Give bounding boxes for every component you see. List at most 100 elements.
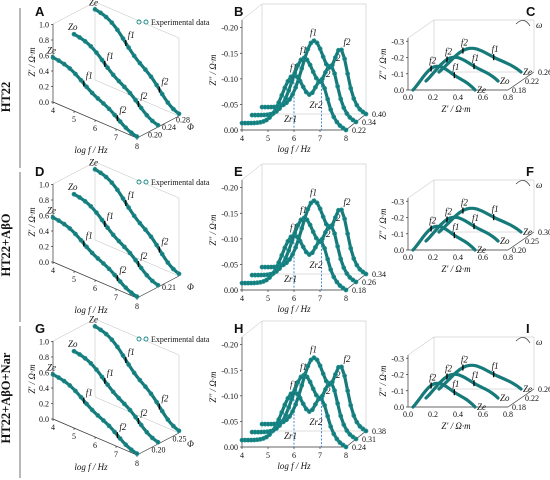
data-point [293, 85, 298, 90]
data-point [88, 43, 94, 49]
data-point [56, 58, 61, 63]
y-tick-label: -0.05 [221, 417, 238, 426]
data-point [259, 264, 265, 270]
data-point [150, 118, 155, 124]
data-point [103, 14, 109, 20]
x-tick-label: 8 [344, 294, 348, 303]
data-point [338, 256, 344, 262]
x-tick-label: 4 [240, 294, 244, 303]
data-point [357, 424, 363, 429]
data-point [103, 331, 109, 337]
data-point [120, 36, 126, 41]
grid [94, 239, 180, 277]
data-point [279, 92, 285, 98]
z-tick-label: 0.20 [512, 246, 526, 255]
label-f2: f2 [140, 91, 148, 101]
panel-e: E 0.00 -0.05 -0.10 -0.15 -0.20 4 5 6 7 8 0.180.260.… [208, 163, 386, 314]
data-point [284, 260, 289, 266]
data-point [129, 447, 134, 453]
label-f2: f2 [344, 197, 352, 207]
data-point [320, 236, 325, 242]
data-point [290, 252, 295, 257]
x-tick-label: 0.8 [503, 93, 513, 102]
data-point [264, 112, 270, 118]
data-point [325, 96, 330, 102]
legend-label: Experimental data [151, 178, 210, 187]
data-point [271, 104, 277, 110]
data-point [101, 418, 106, 423]
label-f1: f1 [472, 53, 479, 63]
data-point [71, 348, 77, 354]
data-point [268, 271, 273, 277]
data-point [310, 90, 315, 96]
data-point [314, 357, 320, 363]
data-point [129, 290, 134, 296]
label-f2: f2 [461, 37, 469, 47]
grid [94, 396, 180, 434]
x-tick-label: 7 [114, 293, 118, 302]
z-tick-label: 0.21 [162, 283, 176, 292]
z-tick-label: 0.22 [525, 394, 539, 403]
data-point [84, 244, 89, 250]
z-tick-label: 0.34 [362, 118, 376, 127]
data-point [357, 267, 363, 272]
data-point [264, 272, 270, 278]
panel-letter: I [526, 321, 530, 336]
data-point [138, 105, 144, 111]
data-point [116, 78, 122, 84]
data-point [101, 101, 106, 106]
data-point [322, 402, 327, 408]
label-z: Ze [47, 45, 56, 55]
data-point [126, 45, 131, 50]
data-point [342, 373, 347, 379]
y-tick-label: 0.4 [39, 227, 49, 236]
y-tick-label: 0.00 [224, 443, 238, 452]
label-f1: f1 [86, 71, 93, 81]
data-point [348, 402, 354, 408]
data-point [252, 272, 258, 278]
data-point [332, 231, 337, 236]
data-point [323, 378, 329, 384]
label-f2: f2 [119, 422, 127, 432]
y-tick-label: -0.2 [391, 214, 404, 223]
data-point [268, 264, 274, 270]
label-f2: f2 [161, 77, 169, 87]
label-z: Ze [477, 402, 486, 412]
data-point [61, 221, 67, 227]
data-point [88, 360, 94, 366]
data-point [339, 364, 344, 370]
label-zr2: Zr2 [310, 100, 324, 110]
x-tick-label: 0.4 [453, 410, 463, 419]
label-f2: f2 [140, 251, 148, 261]
data-point [274, 104, 280, 109]
data-point [328, 424, 334, 429]
grid [407, 19, 435, 39]
data-point [159, 251, 165, 257]
data-curve [411, 224, 477, 252]
x-axis-label: log f / Hz [277, 461, 311, 471]
label-f1: f1 [290, 379, 297, 389]
data-point [345, 388, 350, 394]
data-point [112, 272, 117, 278]
y-tick-label: 1.0 [39, 338, 49, 347]
data-point [122, 244, 127, 250]
data-point [137, 60, 143, 66]
data-point [351, 413, 357, 418]
label-f2: f2 [344, 37, 352, 47]
data-point [110, 72, 116, 78]
data-point [248, 437, 254, 443]
label-f2: f2 [119, 105, 127, 115]
y-tick-label: -0.15 [221, 366, 238, 375]
label-z: Zo [68, 22, 78, 32]
grid [94, 1, 180, 39]
label-f1: f1 [128, 190, 135, 200]
label-z: Ze [47, 205, 56, 215]
data-point [245, 120, 251, 126]
data-point [333, 372, 338, 377]
data-point [289, 239, 295, 245]
data-point [308, 40, 314, 46]
data-point [310, 407, 315, 413]
data-point [248, 280, 254, 286]
data-point [143, 67, 148, 73]
data-point [92, 167, 98, 172]
